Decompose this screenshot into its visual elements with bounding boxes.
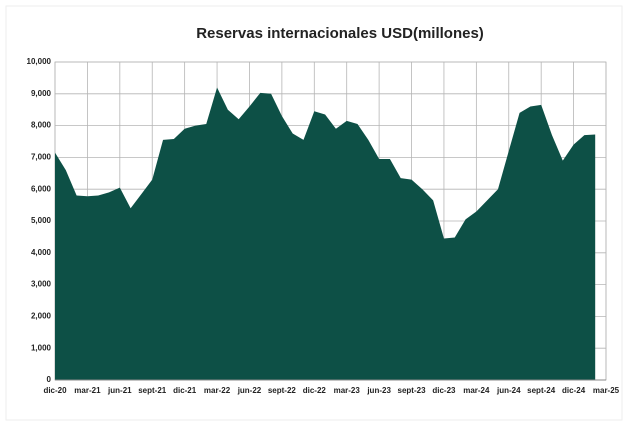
- y-tick-label: 8,000: [31, 121, 52, 130]
- x-tick-label: sept-23: [398, 386, 427, 395]
- chart-title: Reservas internacionales USD(millones): [196, 25, 484, 42]
- x-tick-label: dic-23: [432, 386, 456, 395]
- y-tick-label: 9,000: [31, 89, 52, 98]
- y-tick-label: 3,000: [31, 280, 52, 289]
- y-tick-label: 6,000: [31, 184, 52, 193]
- x-tick-label: sept-21: [138, 386, 167, 395]
- y-tick-label: 7,000: [31, 153, 52, 162]
- x-tick-label: sept-24: [527, 386, 556, 395]
- x-tick-label: dic-21: [173, 386, 197, 395]
- x-tick-label: dic-20: [43, 386, 67, 395]
- x-tick-label: mar-22: [204, 386, 231, 395]
- y-tick-label: 5,000: [31, 216, 52, 225]
- x-tick-label: mar-23: [334, 386, 361, 395]
- y-tick-label: 2,000: [31, 312, 52, 321]
- x-tick-label: mar-24: [463, 386, 490, 395]
- y-tick-label: 4,000: [31, 248, 52, 257]
- x-tick-label: jun-23: [366, 386, 391, 395]
- x-tick-label: dic-22: [303, 386, 327, 395]
- chart-border: [5, 5, 623, 421]
- y-tick-label: 10,000: [27, 57, 52, 66]
- x-tick-label: mar-21: [74, 386, 101, 395]
- area: [55, 87, 596, 380]
- y-tick-label: 1,000: [31, 343, 52, 352]
- x-tick-label: sept-22: [268, 386, 297, 395]
- x-tick-label: jun-22: [237, 386, 262, 395]
- x-tick-label: dic-24: [562, 386, 586, 395]
- x-tick-label: mar-25: [593, 386, 620, 395]
- y-tick-label: 0: [47, 375, 52, 384]
- x-tick-label: jun-21: [107, 386, 132, 395]
- x-tick-label: jun-24: [496, 386, 521, 395]
